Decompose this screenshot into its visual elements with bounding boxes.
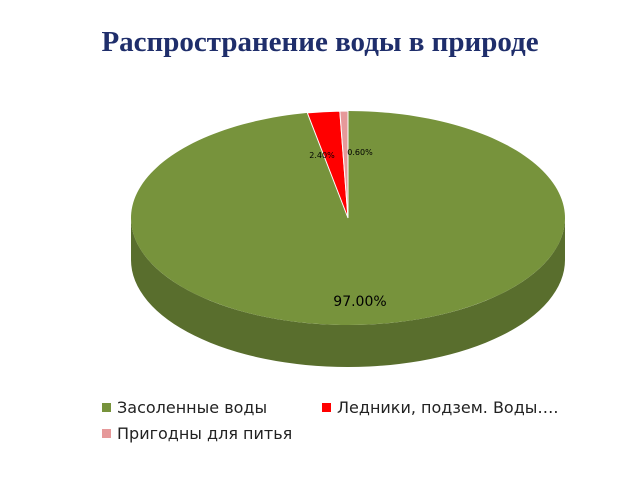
pie-slice-drinkable [339,110,349,219]
data-label-glaciers: 2.40% [309,151,335,160]
legend-swatch-glaciers [322,403,331,412]
legend-swatch-saline [102,403,111,412]
legend-label-glaciers: Ледники, подзем. Воды…. [337,398,559,417]
data-label-drinkable: 0.60% [347,148,373,157]
legend-item-glaciers: Ледники, подзем. Воды…. [322,398,558,417]
chart-title: Распространение воды в природе [101,26,539,58]
legend-swatch-drinkable [102,429,111,438]
legend-label-drinkable: Пригодны для питья [117,424,293,443]
data-label-saline: 97.00% [333,294,386,310]
legend-label-saline: Засоленные воды [117,398,268,417]
pie-side-wall [131,218,565,367]
legend-item-saline: Засоленные воды [102,398,267,417]
legend-item-drinkable: Пригодны для питья [102,424,292,443]
